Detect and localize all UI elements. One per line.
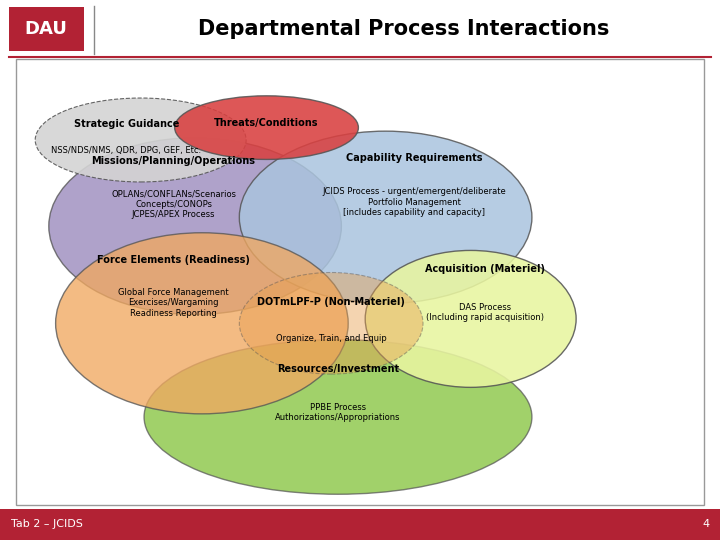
Ellipse shape bbox=[239, 131, 532, 303]
Ellipse shape bbox=[35, 98, 246, 182]
Text: Global Force Management
Exercises/Wargaming
Readiness Reporting: Global Force Management Exercises/Wargam… bbox=[118, 288, 228, 318]
FancyBboxPatch shape bbox=[9, 7, 84, 51]
Text: Acquisition (Materiel): Acquisition (Materiel) bbox=[425, 264, 545, 274]
Text: Strategic Guidance: Strategic Guidance bbox=[73, 119, 179, 129]
Ellipse shape bbox=[239, 273, 423, 374]
Text: 4: 4 bbox=[702, 519, 709, 529]
Text: DAS Process
(Including rapid acquisition): DAS Process (Including rapid acquisition… bbox=[426, 303, 544, 322]
FancyBboxPatch shape bbox=[16, 59, 704, 505]
Text: JCIDS Process - urgent/emergent/deliberate
Portfolio Management
[includes capabi: JCIDS Process - urgent/emergent/delibera… bbox=[323, 187, 506, 217]
Ellipse shape bbox=[55, 233, 348, 414]
Text: Tab 2 – JCIDS: Tab 2 – JCIDS bbox=[11, 519, 83, 529]
Ellipse shape bbox=[49, 138, 341, 314]
Text: DOTmLPF-P (Non-Materiel): DOTmLPF-P (Non-Materiel) bbox=[257, 296, 405, 307]
FancyBboxPatch shape bbox=[0, 509, 720, 540]
Text: Departmental Process Interactions: Departmental Process Interactions bbox=[197, 19, 609, 39]
Text: Missions/Planning/Operations: Missions/Planning/Operations bbox=[91, 156, 256, 166]
Text: Resources/Investment: Resources/Investment bbox=[277, 364, 399, 374]
Ellipse shape bbox=[365, 251, 576, 387]
Text: NSS/NDS/NMS, QDR, DPG, GEF, Etc.: NSS/NDS/NMS, QDR, DPG, GEF, Etc. bbox=[51, 146, 202, 156]
Text: DAU: DAU bbox=[24, 20, 68, 38]
Text: OPLANs/CONFLANs/Scenarios
Concepts/CONOPs
JCPES/APEX Process: OPLANs/CONFLANs/Scenarios Concepts/CONOP… bbox=[111, 190, 236, 219]
Ellipse shape bbox=[144, 340, 532, 494]
Ellipse shape bbox=[175, 96, 359, 159]
Text: Force Elements (Readiness): Force Elements (Readiness) bbox=[96, 254, 250, 265]
Text: Capability Requirements: Capability Requirements bbox=[346, 153, 482, 163]
Text: Organize, Train, and Equip: Organize, Train, and Equip bbox=[276, 334, 387, 343]
Text: Threats/Conditions: Threats/Conditions bbox=[215, 118, 319, 129]
Text: PPBE Process
Authorizations/Appropriations: PPBE Process Authorizations/Appropriatio… bbox=[275, 403, 401, 422]
